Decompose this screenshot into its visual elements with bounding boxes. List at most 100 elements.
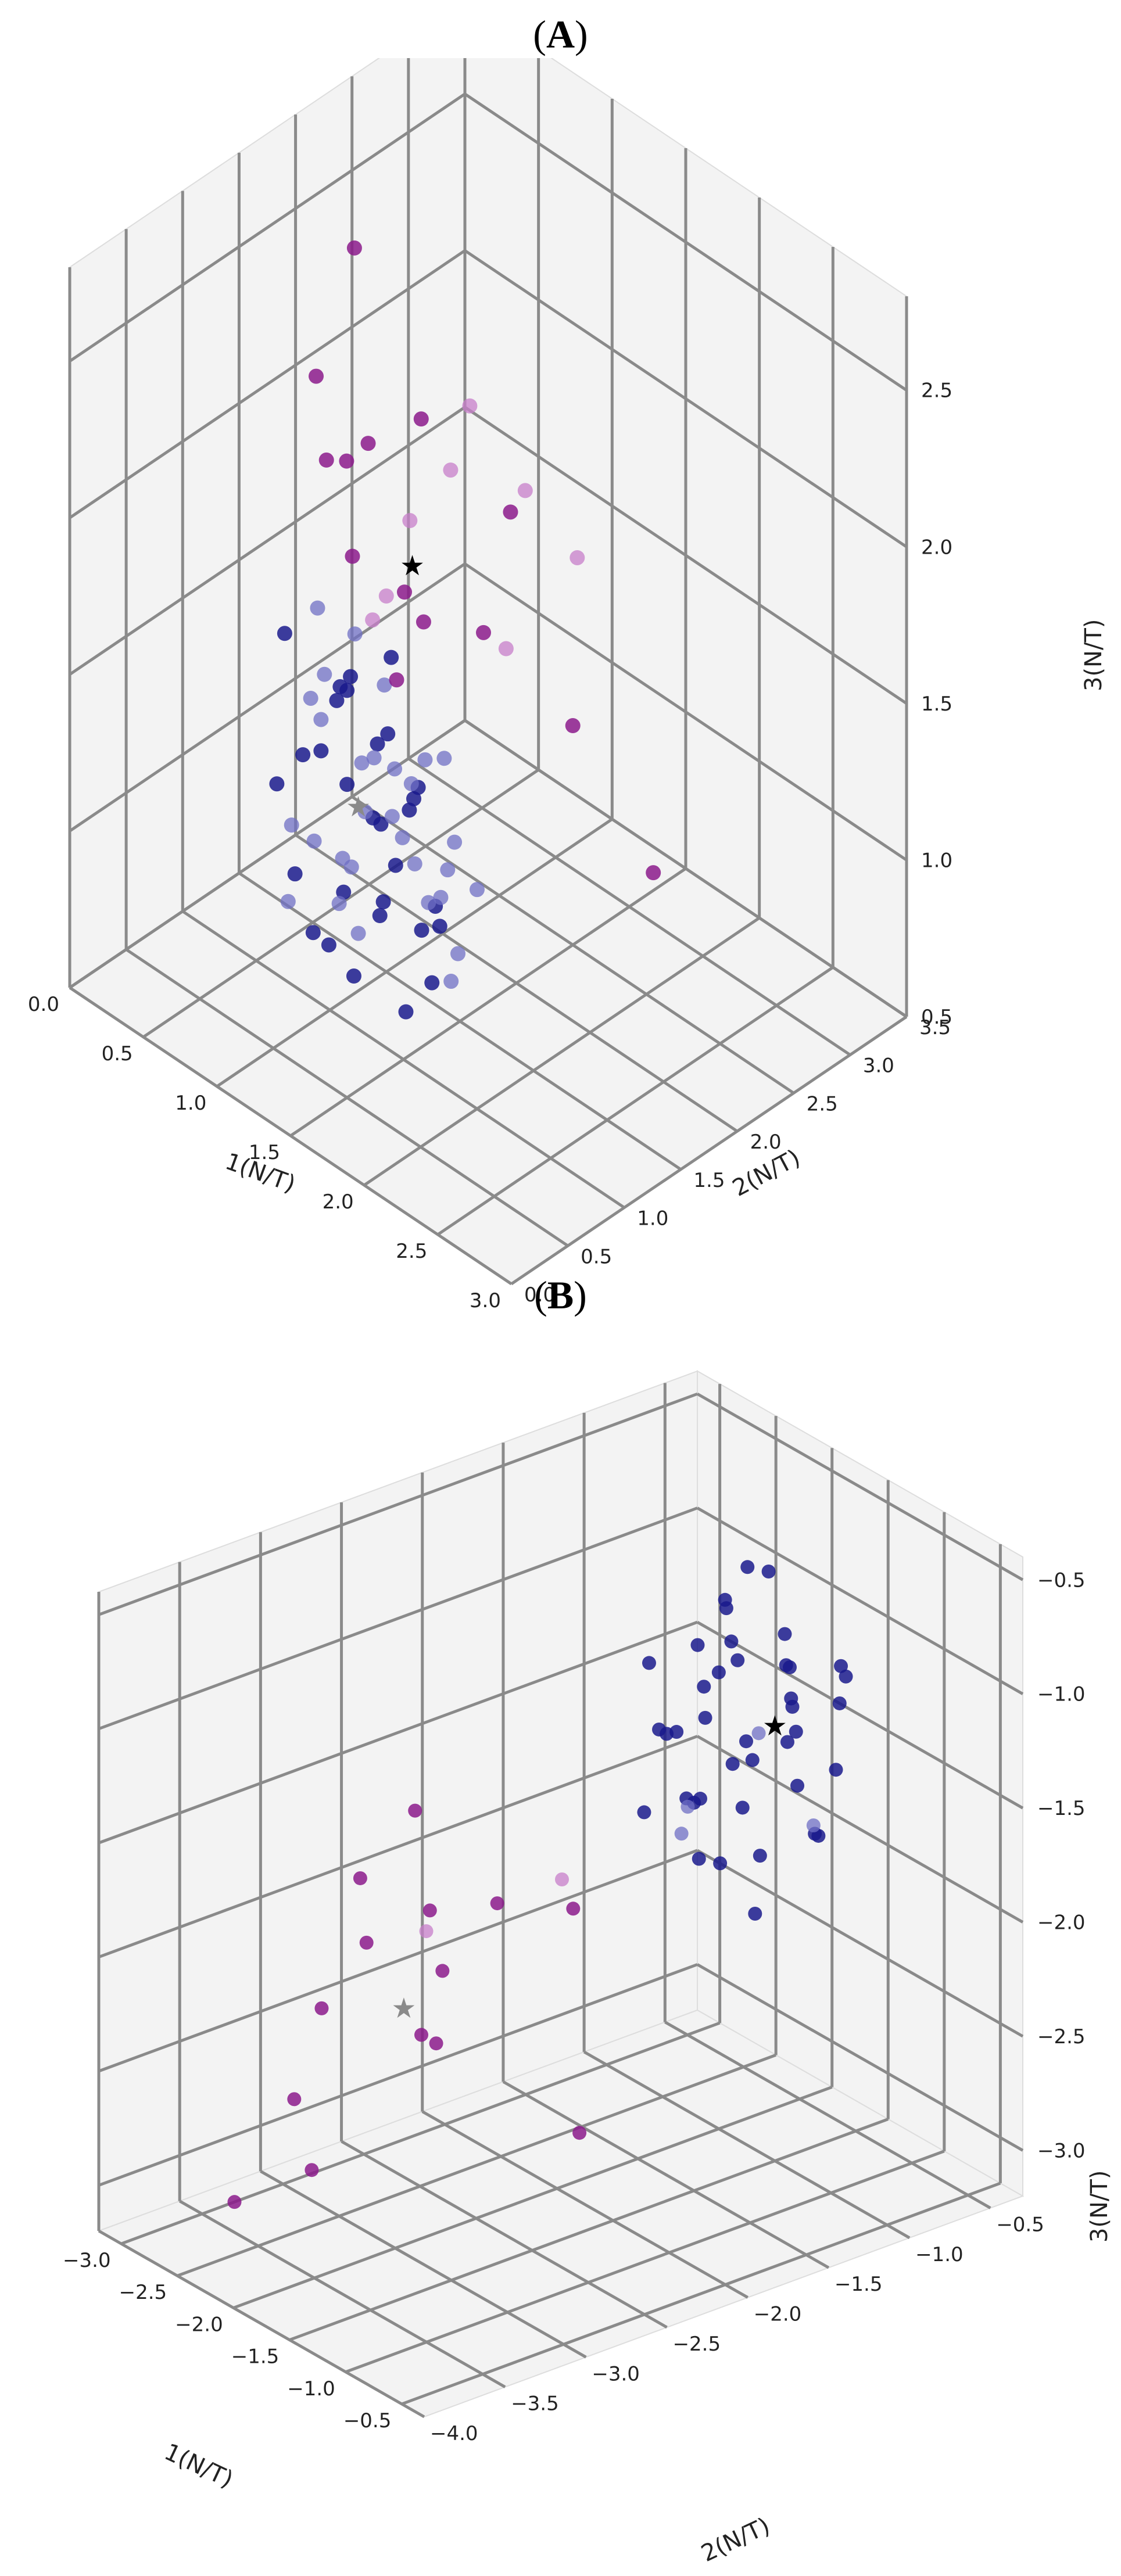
data-point (789, 1724, 803, 1739)
data-point (555, 1872, 570, 1886)
y-tick-label: −3.5 (511, 2392, 559, 2416)
z-tick-label: −2.5 (1037, 2025, 1086, 2048)
star-marker: ★ (400, 550, 425, 582)
wall-gridline (464, 562, 908, 862)
wall-gridline (69, 249, 466, 519)
data-point (387, 761, 403, 777)
wall-gridline (464, 249, 908, 548)
data-point (785, 1699, 800, 1714)
data-point (646, 865, 661, 881)
data-point (572, 2126, 587, 2140)
data-point (681, 1799, 695, 1814)
wall-gridline (696, 1620, 1024, 1810)
wall-gridline (98, 1506, 698, 1731)
floor-gridline (583, 2050, 911, 2240)
scatter-3d-chart-a: ★★ 0.00.51.01.52.02.53.0 0.00.51.01.52.02… (28, 58, 1107, 1312)
data-point (313, 712, 329, 727)
wall-gridline (696, 1963, 1024, 2152)
y-tick-label: −2.5 (673, 2333, 721, 2356)
floor-gridline (260, 2170, 587, 2359)
data-point (780, 1735, 794, 1749)
floor-gridline (125, 948, 569, 1247)
data-point (343, 859, 359, 875)
data-point (305, 2163, 319, 2177)
data-point (306, 833, 322, 849)
data-point (740, 1560, 755, 1574)
data-point (490, 1896, 504, 1911)
data-point (730, 1653, 745, 1667)
data-point (373, 816, 389, 832)
floor-gridline (181, 910, 625, 1209)
panel-b-open: ( (534, 1273, 547, 1317)
data-point (735, 1800, 750, 1815)
data-point (414, 923, 429, 938)
y-tick-label: −2.0 (754, 2303, 802, 2326)
data-point (398, 1004, 414, 1020)
floor-gridline (401, 2182, 1001, 2406)
data-point (693, 1792, 708, 1806)
x-tick-label: 2.0 (323, 1190, 354, 1214)
wall-gridline (696, 1506, 1024, 1695)
data-point (711, 1665, 726, 1680)
floor-gridline (232, 2086, 833, 2309)
chart-b-z-axis-label: 3(N/T) (1086, 2170, 1113, 2243)
chart-b-grid (97, 1383, 1024, 2419)
data-point (432, 919, 447, 934)
z-tick-label: −2.0 (1037, 1911, 1086, 1935)
floor-gridline (289, 2118, 889, 2341)
data-point (284, 817, 299, 833)
data-point (277, 626, 292, 641)
floor-gridline (295, 834, 738, 1133)
panel-b-letter: B (547, 1273, 574, 1317)
floor-gridline (238, 871, 682, 1171)
data-point (346, 968, 361, 984)
data-point (414, 2028, 428, 2042)
floor-gridline (664, 2021, 991, 2209)
floor-gridline (216, 817, 613, 1088)
panel-a-open: ( (533, 12, 546, 56)
data-point (310, 600, 325, 616)
chart-b-y-axis-label: 2(N/T) (697, 2513, 774, 2567)
x-tick-label: 0.0 (28, 993, 59, 1016)
y-tick-label: −1.5 (835, 2273, 883, 2296)
data-point (565, 718, 581, 734)
z-tick-label: −0.5 (1037, 1569, 1086, 1592)
data-point (517, 483, 533, 498)
x-tick-label: −3.0 (63, 2249, 111, 2272)
floor-gridline (436, 966, 834, 1236)
panel-b-close: ) (574, 1273, 587, 1317)
data-point (761, 1564, 776, 1578)
data-point (305, 925, 321, 941)
data-point (378, 588, 394, 604)
data-point (403, 776, 419, 791)
wall-gridline (98, 1849, 698, 2073)
chart-b-points: ★★ (227, 1560, 853, 2209)
x-tick-label: 1.5 (249, 1141, 280, 1164)
panel-a-close: ) (575, 12, 588, 56)
y-tick-label: −3.0 (592, 2362, 640, 2385)
wall-gridline (69, 562, 466, 833)
data-point (313, 743, 329, 759)
data-point (227, 2195, 242, 2209)
data-point (366, 750, 382, 766)
data-point (503, 504, 518, 520)
data-point (384, 809, 400, 824)
data-point (408, 1803, 422, 1818)
y-tick-label: 1.0 (637, 1207, 668, 1230)
data-point (321, 937, 336, 953)
x-tick-label: 3.0 (470, 1289, 501, 1312)
panel-a-letter: A (546, 12, 575, 56)
data-point (778, 1627, 792, 1641)
data-point (443, 462, 459, 478)
data-point (354, 755, 370, 771)
data-point (389, 672, 404, 688)
data-point (287, 866, 303, 882)
floor-gridline (407, 757, 851, 1056)
wall-gridline (464, 92, 908, 392)
data-point (790, 1778, 805, 1793)
scatter-3d-chart-b: ★★ −3.0−2.5−2.0−1.5−1.0−0.5−4.0−3.5−3.0−… (63, 1370, 1113, 2567)
data-point (280, 894, 296, 909)
data-point (753, 1849, 767, 1863)
chart-b-ticks: −3.0 −2.5 −2.0 −1.5 −1.0 −0.5 −4.0 −3.5 −3.0 −2.5… (63, 1569, 1086, 2445)
z-tick-label: 1.0 (921, 849, 952, 872)
